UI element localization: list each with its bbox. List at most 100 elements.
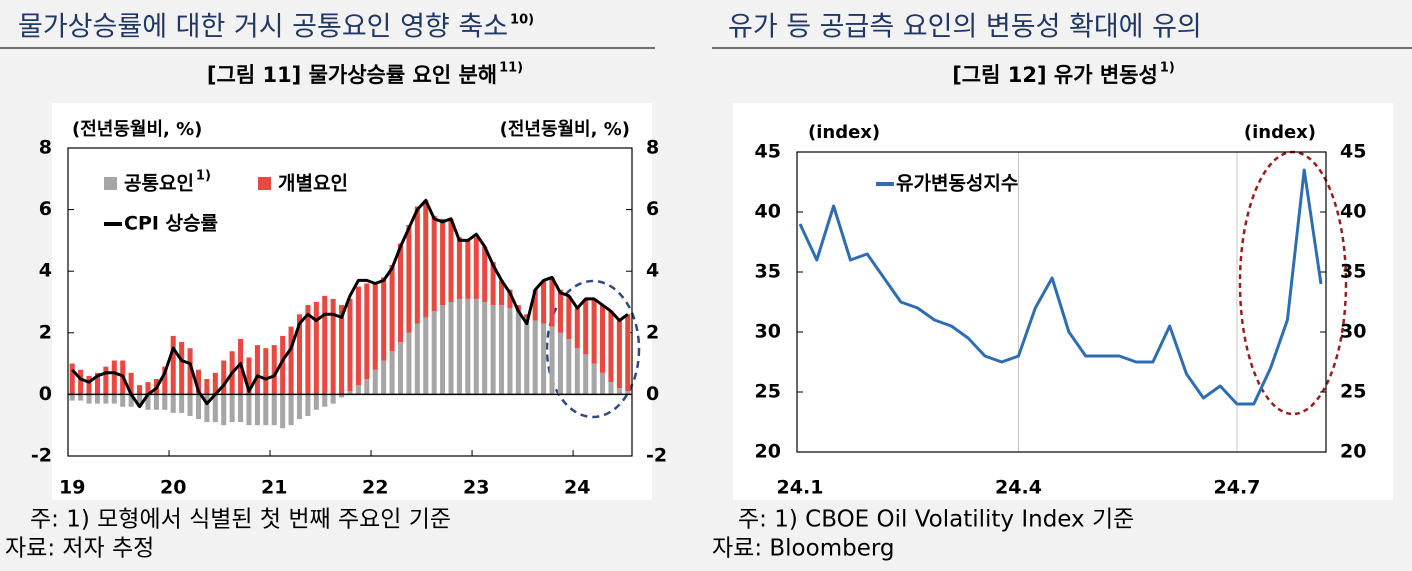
bar — [330, 298, 336, 395]
bar — [330, 394, 336, 404]
bar — [600, 305, 606, 373]
bar — [431, 311, 437, 395]
y-tick-label: 35 — [755, 261, 781, 283]
bar — [246, 357, 252, 395]
plot-frame — [67, 147, 633, 457]
y-tick-label: 20 — [755, 441, 781, 463]
chart-title: [그림 11] 물가상승률 요인 분해 — [207, 63, 497, 87]
bar — [347, 391, 353, 395]
bar — [322, 394, 328, 407]
bar — [566, 295, 572, 339]
bar — [498, 280, 505, 306]
footnote: 주: 1) 모형에서 식별된 첫 번째 주요인 기준 — [30, 507, 451, 533]
legend-swatch — [104, 177, 117, 190]
bar — [465, 298, 471, 395]
bar — [204, 394, 210, 423]
bar — [94, 394, 100, 404]
bar — [322, 295, 328, 395]
bar — [339, 305, 345, 395]
legend-label-note: 1) — [196, 169, 211, 184]
bar — [246, 394, 252, 426]
bar — [381, 277, 387, 361]
bar — [263, 348, 269, 395]
bar — [364, 379, 370, 395]
bar — [625, 314, 631, 392]
bar — [448, 218, 454, 302]
x-tick-label: 19 — [59, 477, 85, 499]
y-tick-label: 6 — [39, 198, 52, 220]
bar — [524, 317, 530, 395]
bar — [347, 298, 353, 392]
bar — [313, 302, 319, 395]
bar — [507, 308, 513, 395]
y-axis-label: (index) — [808, 122, 880, 143]
x-tick-label: 21 — [261, 477, 287, 499]
bar — [238, 394, 244, 423]
bar — [490, 261, 496, 306]
bar — [541, 323, 547, 395]
bar — [389, 351, 395, 395]
bar — [625, 391, 631, 395]
bar — [128, 372, 134, 395]
line-series — [71, 198, 629, 409]
bar — [153, 394, 159, 410]
bar — [179, 342, 185, 395]
bar — [549, 326, 555, 395]
bar — [440, 218, 446, 306]
bar — [221, 394, 227, 426]
bar — [271, 345, 277, 395]
bar — [498, 305, 505, 395]
x-tick-label: 24.7 — [1214, 477, 1261, 499]
bar — [364, 283, 370, 379]
bar — [69, 363, 75, 395]
bar — [456, 298, 462, 395]
bar — [608, 382, 614, 395]
y-tick-label: 45 — [755, 141, 781, 163]
bar — [608, 311, 614, 383]
bar — [271, 394, 277, 426]
bar — [482, 302, 488, 395]
bar — [254, 394, 260, 426]
y2-axis-label: (전년동월비, %) — [500, 119, 630, 140]
section-heading-note: 10) — [510, 13, 534, 28]
bar — [574, 308, 580, 349]
bar — [381, 360, 387, 395]
y-tick-label: 0 — [39, 383, 52, 405]
legend-swatch — [258, 177, 271, 190]
bar — [296, 394, 303, 420]
y2-tick-label: 20 — [1340, 441, 1366, 463]
bar — [254, 345, 260, 395]
y2-tick-label: 35 — [1340, 261, 1366, 283]
bar — [195, 369, 202, 395]
bar — [212, 394, 218, 423]
bar — [137, 394, 143, 407]
x-tick-label: 24 — [564, 477, 590, 499]
y2-tick-label: -2 — [646, 445, 667, 467]
bar — [86, 375, 92, 395]
x-tick-label: 24.1 — [777, 477, 824, 499]
plot-frame — [796, 151, 1327, 453]
y-tick-label: -2 — [31, 445, 52, 467]
bar — [229, 394, 235, 423]
bar — [532, 289, 538, 321]
bar — [372, 283, 378, 370]
bar — [170, 335, 176, 395]
bar — [145, 394, 151, 410]
bar — [355, 286, 361, 386]
y2-tick-label: 30 — [1340, 321, 1366, 343]
legend-label: CPI 상승률 — [124, 213, 218, 235]
bar — [103, 394, 109, 404]
bar — [583, 354, 589, 395]
bar — [145, 382, 151, 395]
bar — [465, 240, 471, 299]
bar — [288, 394, 294, 426]
bar — [414, 323, 420, 395]
section-heading: 물가상승률에 대한 거시 공통요인 영향 축소 — [18, 12, 508, 43]
x-tick-label: 23 — [463, 477, 489, 499]
bar — [557, 332, 563, 395]
bar — [557, 289, 563, 333]
bar — [473, 237, 479, 299]
bar — [313, 394, 319, 410]
line-series — [798, 168, 1323, 406]
